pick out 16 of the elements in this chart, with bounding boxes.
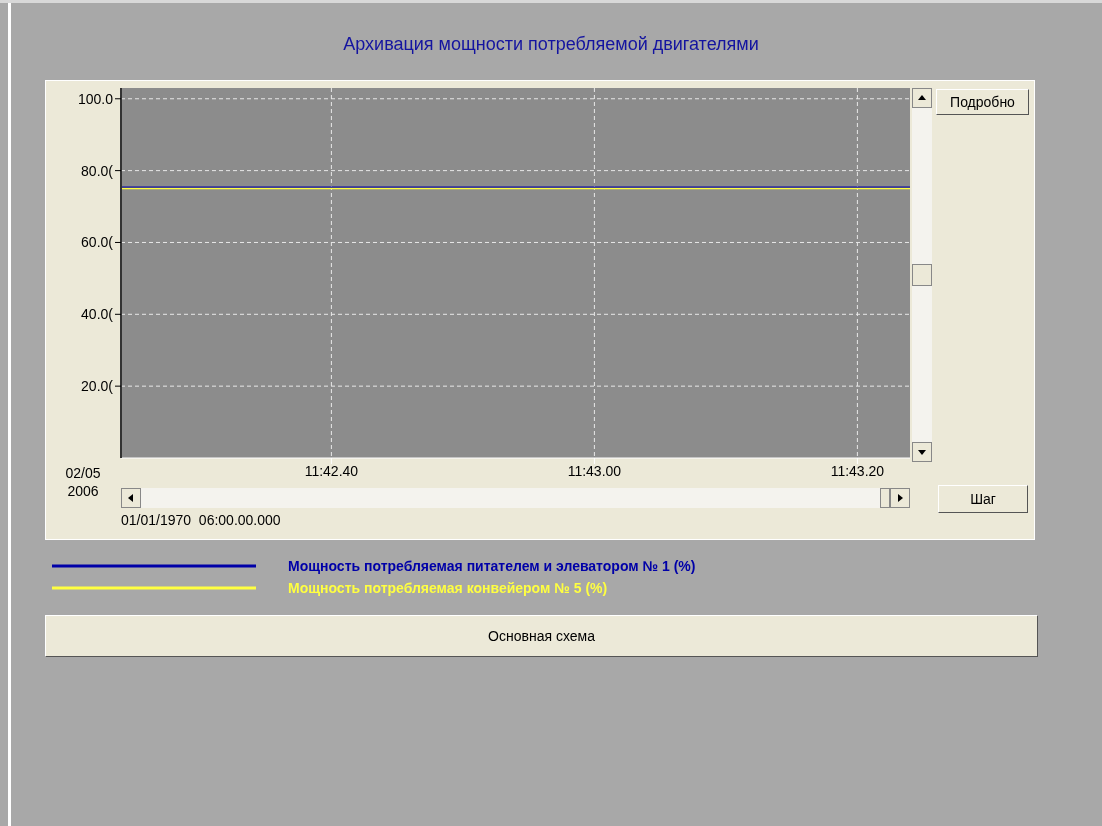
y-tick-label: 40.0( [81, 306, 114, 323]
text: 02/05 2006 [64, 464, 102, 500]
text: Мощность потребляемая конвейером № 5 (%) [288, 580, 608, 596]
text: 01/01/1970 06:00.00.000 [121, 512, 281, 528]
x-tick-label: 11:42.40 [304, 462, 359, 479]
y-tick-label: 80.0( [81, 162, 114, 179]
chart-title: Архивация мощности потребляемой двигателями [342, 34, 760, 55]
button: Шаг [938, 485, 1028, 513]
y-tick-label: 100.0 [77, 90, 114, 107]
x-tick-label: 11:43.00 [567, 462, 622, 479]
y-tick-label: 60.0( [81, 234, 114, 251]
button: Основная схема [45, 615, 1038, 657]
y-tick-label: 20.0( [81, 378, 114, 395]
button: Подробно [936, 89, 1029, 115]
text: Мощность потребляемая питателем и элеватором № 1 (%) [288, 558, 696, 574]
x-tick-label: 11:43.20 [830, 462, 885, 479]
